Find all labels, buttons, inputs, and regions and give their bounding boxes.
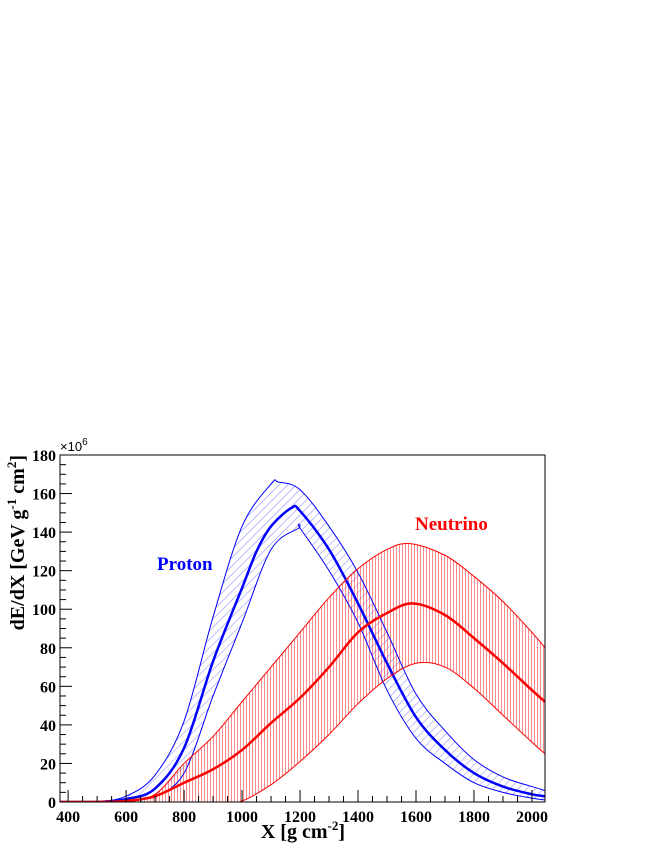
neutrino-lower-line [60, 661, 545, 802]
y-tick-label: 100 [32, 602, 56, 619]
neutrino-upper-line [60, 542, 545, 802]
y-tick-label: 20 [40, 756, 56, 773]
neutrino-uncertainty-band [60, 543, 545, 802]
neutrino-central-line [60, 602, 545, 802]
y-tick-label: 80 [40, 641, 56, 658]
y-axis-title: dE/dX [GeV g-1 cm2] [4, 455, 29, 630]
x-tick-label: 2000 [516, 809, 548, 826]
y-tick-label: 0 [48, 795, 56, 812]
proton-uncertainty-band [60, 479, 545, 802]
proton-central-line [60, 504, 545, 802]
x-tick-label: 400 [56, 809, 80, 826]
y-tick-label: 160 [32, 487, 56, 504]
x-tick-label: 1800 [458, 809, 490, 826]
y-tick-label: 140 [32, 525, 56, 542]
x-tick-label: 800 [172, 809, 196, 826]
proton-upper-line [60, 479, 545, 802]
x-tick-label: 1400 [342, 809, 374, 826]
y-tick-label: 60 [40, 679, 56, 696]
x-tick-label: 1200 [284, 809, 316, 826]
x-axis-title: X [g cm-2] [261, 818, 345, 843]
x-tick-label: 1000 [226, 809, 258, 826]
x-tick-label: 1600 [400, 809, 432, 826]
y-tick-label: 120 [32, 564, 56, 581]
y-tick-label: 40 [40, 718, 56, 735]
y-multiplier: ×106 [60, 437, 88, 454]
series-label-neutrino: Neutrino [415, 514, 488, 535]
x-tick-label: 600 [114, 809, 138, 826]
series-label-proton: Proton [157, 554, 213, 575]
y-tick-label: 180 [32, 448, 56, 465]
